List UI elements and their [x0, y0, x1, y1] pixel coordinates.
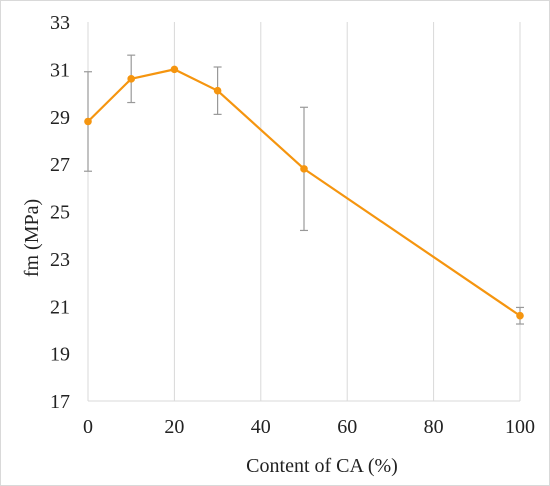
x-tick-label: 80 [424, 416, 444, 438]
x-tick-label: 0 [83, 416, 93, 438]
x-tick-label: 60 [337, 416, 357, 438]
data-series [84, 65, 524, 320]
y-tick-label: 29 [50, 107, 70, 129]
tick-labels: 0 20 40 60 80 100 17 19 21 23 25 27 29 31 33 [50, 12, 535, 438]
y-tick-label: 33 [50, 12, 70, 34]
x-tick-label: 100 [505, 416, 535, 438]
y-tick-label: 25 [50, 202, 70, 224]
data-point [127, 75, 135, 83]
y-tick-label: 19 [50, 344, 70, 366]
y-tick-label: 17 [50, 391, 70, 413]
error-bars [84, 54, 524, 325]
data-point [213, 86, 222, 95]
y-tick-label: 21 [50, 296, 70, 318]
x-tick-label: 40 [251, 416, 271, 438]
y-axis-title: fm (MPa) [21, 199, 43, 277]
series-line [87, 68, 521, 317]
x-tick-label: 20 [164, 416, 184, 438]
y-tick-label: 31 [50, 59, 70, 81]
y-tick-label: 23 [50, 249, 70, 271]
x-axis-title: Content of CA (%) [246, 455, 398, 477]
data-point [84, 117, 92, 126]
data-point [300, 165, 308, 173]
y-tick-label: 27 [50, 154, 70, 176]
data-point [516, 311, 524, 320]
data-point [170, 65, 179, 74]
